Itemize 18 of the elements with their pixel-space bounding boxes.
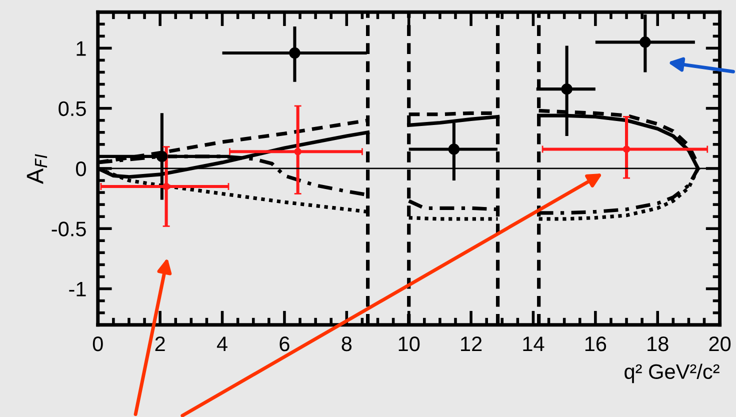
- x-tick-label: 8: [342, 336, 352, 352]
- y-tick-label: -1: [69, 282, 86, 296]
- y-tick-label: 0: [76, 161, 86, 176]
- y-axis-title: A$_{FI}$: [26, 154, 48, 184]
- x-tick-label: 14: [523, 336, 544, 352]
- x-tick-label: 4: [216, 336, 228, 352]
- y-tick-label: 1: [76, 41, 86, 56]
- y-tick-label: 0.5: [58, 101, 86, 116]
- x-axis-title: q² GeV²/c²: [624, 364, 720, 384]
- x-tick-label: 10: [398, 336, 420, 352]
- x-tick-label: 6: [280, 336, 290, 352]
- x-tick-label: 12: [461, 336, 482, 352]
- x-tick-label: 2: [155, 336, 165, 352]
- x-tick-label: 0: [92, 336, 103, 352]
- x-tick-label: 18: [648, 336, 668, 352]
- y-tick-label: -0.5: [52, 222, 86, 236]
- x-tick-label: 16: [585, 336, 606, 352]
- x-tick-label: 20: [709, 336, 731, 352]
